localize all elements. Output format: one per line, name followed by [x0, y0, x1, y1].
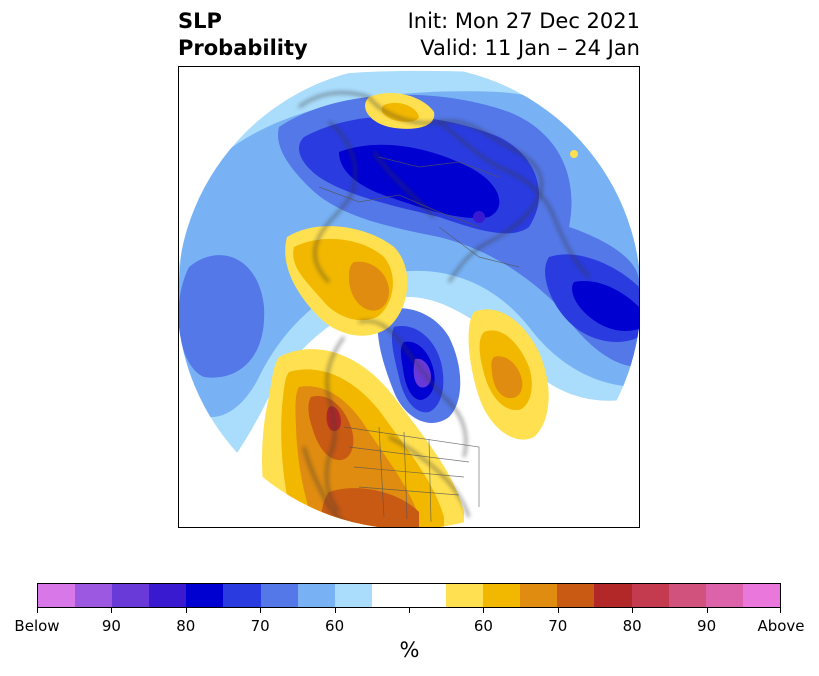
colorbar-segment	[149, 584, 187, 607]
colorbar-ticks: Below 90 80 70 60 60 70 80 90 Above	[14, 608, 805, 638]
colorbar-segment	[334, 584, 372, 607]
colorbar-tick-label: 90	[101, 617, 121, 635]
colorbar-segment	[594, 584, 632, 607]
colorbar-segment	[446, 584, 484, 607]
colorbar-segment	[223, 584, 261, 607]
colorbar-segment	[112, 584, 150, 607]
colorbar-tick-label: 90	[697, 617, 717, 635]
colorbar-segment	[38, 584, 76, 607]
colorbar-unit-label: %	[399, 638, 420, 662]
colorbar-tick-mark	[409, 608, 410, 613]
colorbar-tick-label: 70	[250, 617, 270, 635]
colorbar-tick-label: Above	[757, 617, 805, 635]
map-subtitle: Init: Mon 27 Dec 2021 Valid: 11 Jan – 24…	[408, 8, 640, 62]
probability-map	[179, 67, 639, 527]
valid-range: Valid: 11 Jan – 24 Jan	[420, 36, 640, 60]
colorbar-tick-mark	[780, 608, 781, 613]
colorbar-segment	[297, 584, 335, 607]
map-title: SLP Probability	[178, 8, 308, 62]
colorbar-tick-label: 80	[176, 617, 196, 635]
colorbar-tick-mark	[260, 608, 262, 613]
map-panel	[178, 66, 640, 528]
colorbar-tick-mark	[632, 608, 634, 613]
colorbar-tick-label: 80	[622, 617, 642, 635]
colorbar-tick-mark	[334, 608, 336, 613]
colorbar-segment	[408, 584, 447, 607]
colorbar-tick-label: 70	[548, 617, 568, 635]
colorbar-tick-mark	[111, 608, 113, 613]
colorbar-segment	[631, 584, 669, 607]
colorbar-segment	[260, 584, 298, 607]
title-line-2: Probability	[178, 36, 308, 60]
colorbar-segment	[186, 584, 224, 607]
title-line-1: SLP	[178, 9, 222, 33]
colorbar-segment	[557, 584, 595, 607]
coastlines	[298, 91, 590, 527]
colorbar-tick-label: 60	[473, 617, 493, 635]
colorbar-tick-mark	[557, 608, 559, 613]
above-normal-area	[262, 92, 578, 527]
country-borders	[318, 156, 520, 523]
colorbar-tick-label: 60	[325, 617, 345, 635]
colorbar-segment	[371, 584, 409, 607]
colorbar-tick-label: Below	[14, 617, 60, 635]
colorbar-segment	[668, 584, 706, 607]
colorbar-tick-mark	[185, 608, 187, 613]
colorbar-tick-mark	[483, 608, 485, 613]
colorbar-segment	[75, 584, 113, 607]
colorbar-segment	[705, 584, 743, 607]
colorbar-segment	[742, 584, 780, 607]
colorbar-tick-mark	[37, 608, 38, 613]
colorbar	[37, 583, 781, 608]
colorbar-segment	[483, 584, 521, 607]
init-date: Init: Mon 27 Dec 2021	[407, 9, 640, 33]
colorbar-tick-mark	[706, 608, 708, 613]
colorbar-segment	[520, 584, 558, 607]
